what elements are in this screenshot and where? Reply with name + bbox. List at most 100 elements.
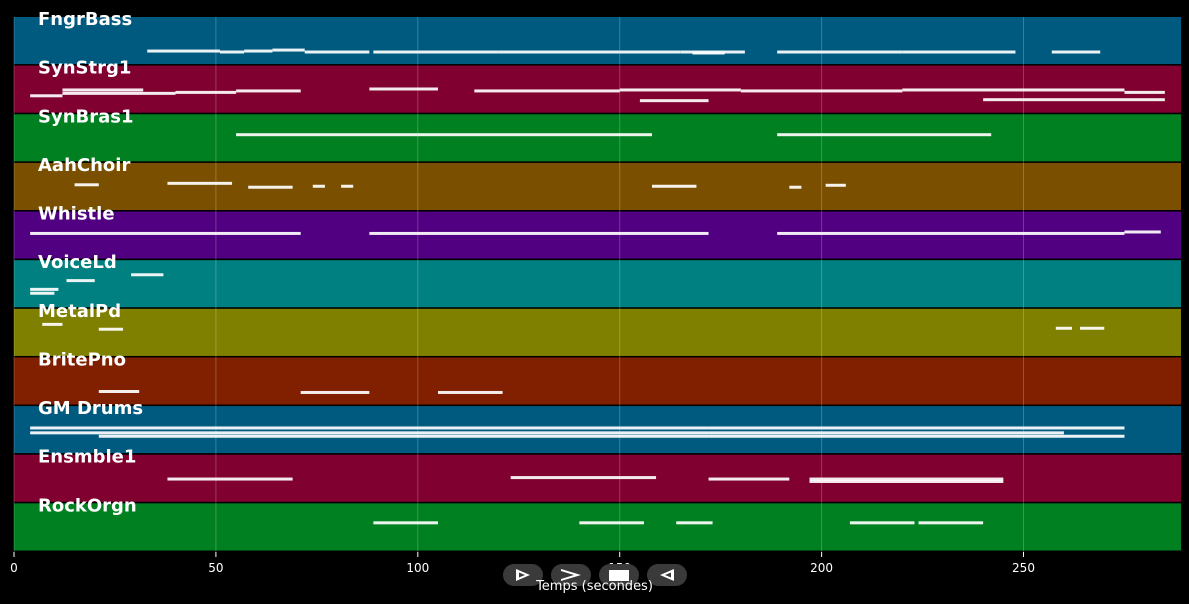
note-bar: [619, 50, 681, 54]
note-bar: [849, 521, 915, 525]
note-bar: [579, 521, 644, 525]
track-label: Whistle: [38, 204, 115, 225]
track-lane: [14, 308, 1181, 356]
note-bar: [498, 50, 620, 54]
track-label: MetalPd: [38, 301, 121, 322]
track-label: Ensmble1: [38, 447, 136, 468]
note-bar: [1124, 230, 1161, 234]
note-bar: [30, 94, 63, 98]
note-bar: [98, 434, 709, 438]
play-button[interactable]: [503, 564, 543, 586]
track-lane: [14, 162, 1181, 211]
track-lane: [14, 503, 1181, 551]
note-bar: [147, 49, 220, 53]
note-bar: [708, 431, 1064, 435]
note-bar: [902, 50, 1016, 54]
note-bar: [1124, 90, 1165, 94]
note-bar: [167, 477, 293, 481]
note-bar: [1055, 326, 1072, 330]
fast-forward-button[interactable]: [551, 564, 591, 586]
note-bar: [777, 133, 992, 137]
note-bar: [777, 50, 903, 54]
note-bar: [809, 477, 1004, 481]
playback-controls: [0, 564, 1189, 586]
track-label: VoiceLd: [38, 252, 117, 273]
note-bar: [244, 49, 273, 53]
note-bar: [30, 426, 709, 430]
note-bar: [918, 521, 984, 525]
note-bar: [983, 98, 1165, 102]
x-axis-title: Temps (secondes): [536, 579, 653, 594]
note-bar: [373, 521, 438, 525]
note-bar: [30, 291, 55, 295]
note-bar: [639, 99, 709, 103]
x-tick-label: 50: [208, 561, 223, 575]
note-bar: [30, 231, 301, 235]
note-bar: [74, 183, 99, 187]
note-bar: [42, 322, 63, 326]
note-bar: [510, 476, 657, 480]
track-lane: [14, 260, 1181, 308]
note-bar: [236, 133, 418, 137]
note-bar: [98, 327, 124, 331]
note-bar: [272, 48, 305, 52]
note-bar: [1080, 326, 1105, 330]
note-bar: [809, 479, 1004, 483]
note-bar: [30, 431, 709, 435]
note-bar: [236, 89, 301, 93]
track-lane: [14, 17, 1181, 65]
rewind-outline-icon: [660, 569, 674, 581]
note-bar: [66, 279, 95, 283]
note-bar: [789, 185, 802, 189]
note-bar: [248, 185, 293, 189]
track-label: AahChoir: [38, 155, 130, 176]
note-bar: [708, 434, 1125, 438]
note-bar: [825, 183, 846, 187]
chevron-right-icon: [561, 569, 581, 581]
track-lane: [14, 114, 1181, 162]
note-bar: [474, 89, 620, 93]
x-tick-label: 100: [406, 561, 429, 575]
note-bar: [676, 521, 713, 525]
x-tick-label: 250: [1012, 561, 1035, 575]
note-bar: [167, 181, 233, 185]
stop-button[interactable]: [599, 564, 639, 586]
x-tick-label: 200: [810, 561, 833, 575]
track-label: RockOrgn: [38, 495, 137, 516]
track-lane: [14, 357, 1181, 405]
note-bar: [131, 273, 164, 277]
track-lane: [14, 211, 1181, 259]
note-bar: [708, 426, 1125, 430]
note-bar: [619, 88, 741, 92]
note-bar: [369, 231, 709, 235]
note-bar: [417, 133, 653, 137]
note-bar: [652, 184, 697, 188]
x-tick-label: 0: [10, 561, 18, 575]
track-label: GM Drums: [38, 398, 143, 419]
note-bar: [373, 50, 499, 54]
note-bar: [437, 390, 503, 394]
rewind-button[interactable]: [647, 564, 687, 586]
track-lane: [14, 406, 1181, 454]
note-bar: [62, 88, 144, 92]
track-label: FngrBass: [38, 9, 132, 30]
track-label: BritePno: [38, 349, 126, 370]
note-bar: [708, 477, 790, 481]
note-bar: [304, 50, 370, 54]
note-bar: [692, 51, 725, 55]
note-bar: [369, 87, 438, 91]
note-bar: [62, 91, 176, 95]
note-bar: [219, 50, 245, 54]
play-outline-icon: [516, 569, 530, 581]
note-bar: [30, 287, 59, 291]
note-bar: [777, 231, 1125, 235]
note-bar: [341, 184, 354, 188]
note-bar: [740, 89, 903, 93]
note-bar: [175, 90, 237, 94]
stop-icon: [609, 570, 629, 581]
track-label: SynBras1: [38, 106, 134, 127]
note-bar: [1051, 50, 1101, 54]
track-label: SynStrg1: [38, 58, 131, 79]
note-bar: [300, 390, 370, 394]
